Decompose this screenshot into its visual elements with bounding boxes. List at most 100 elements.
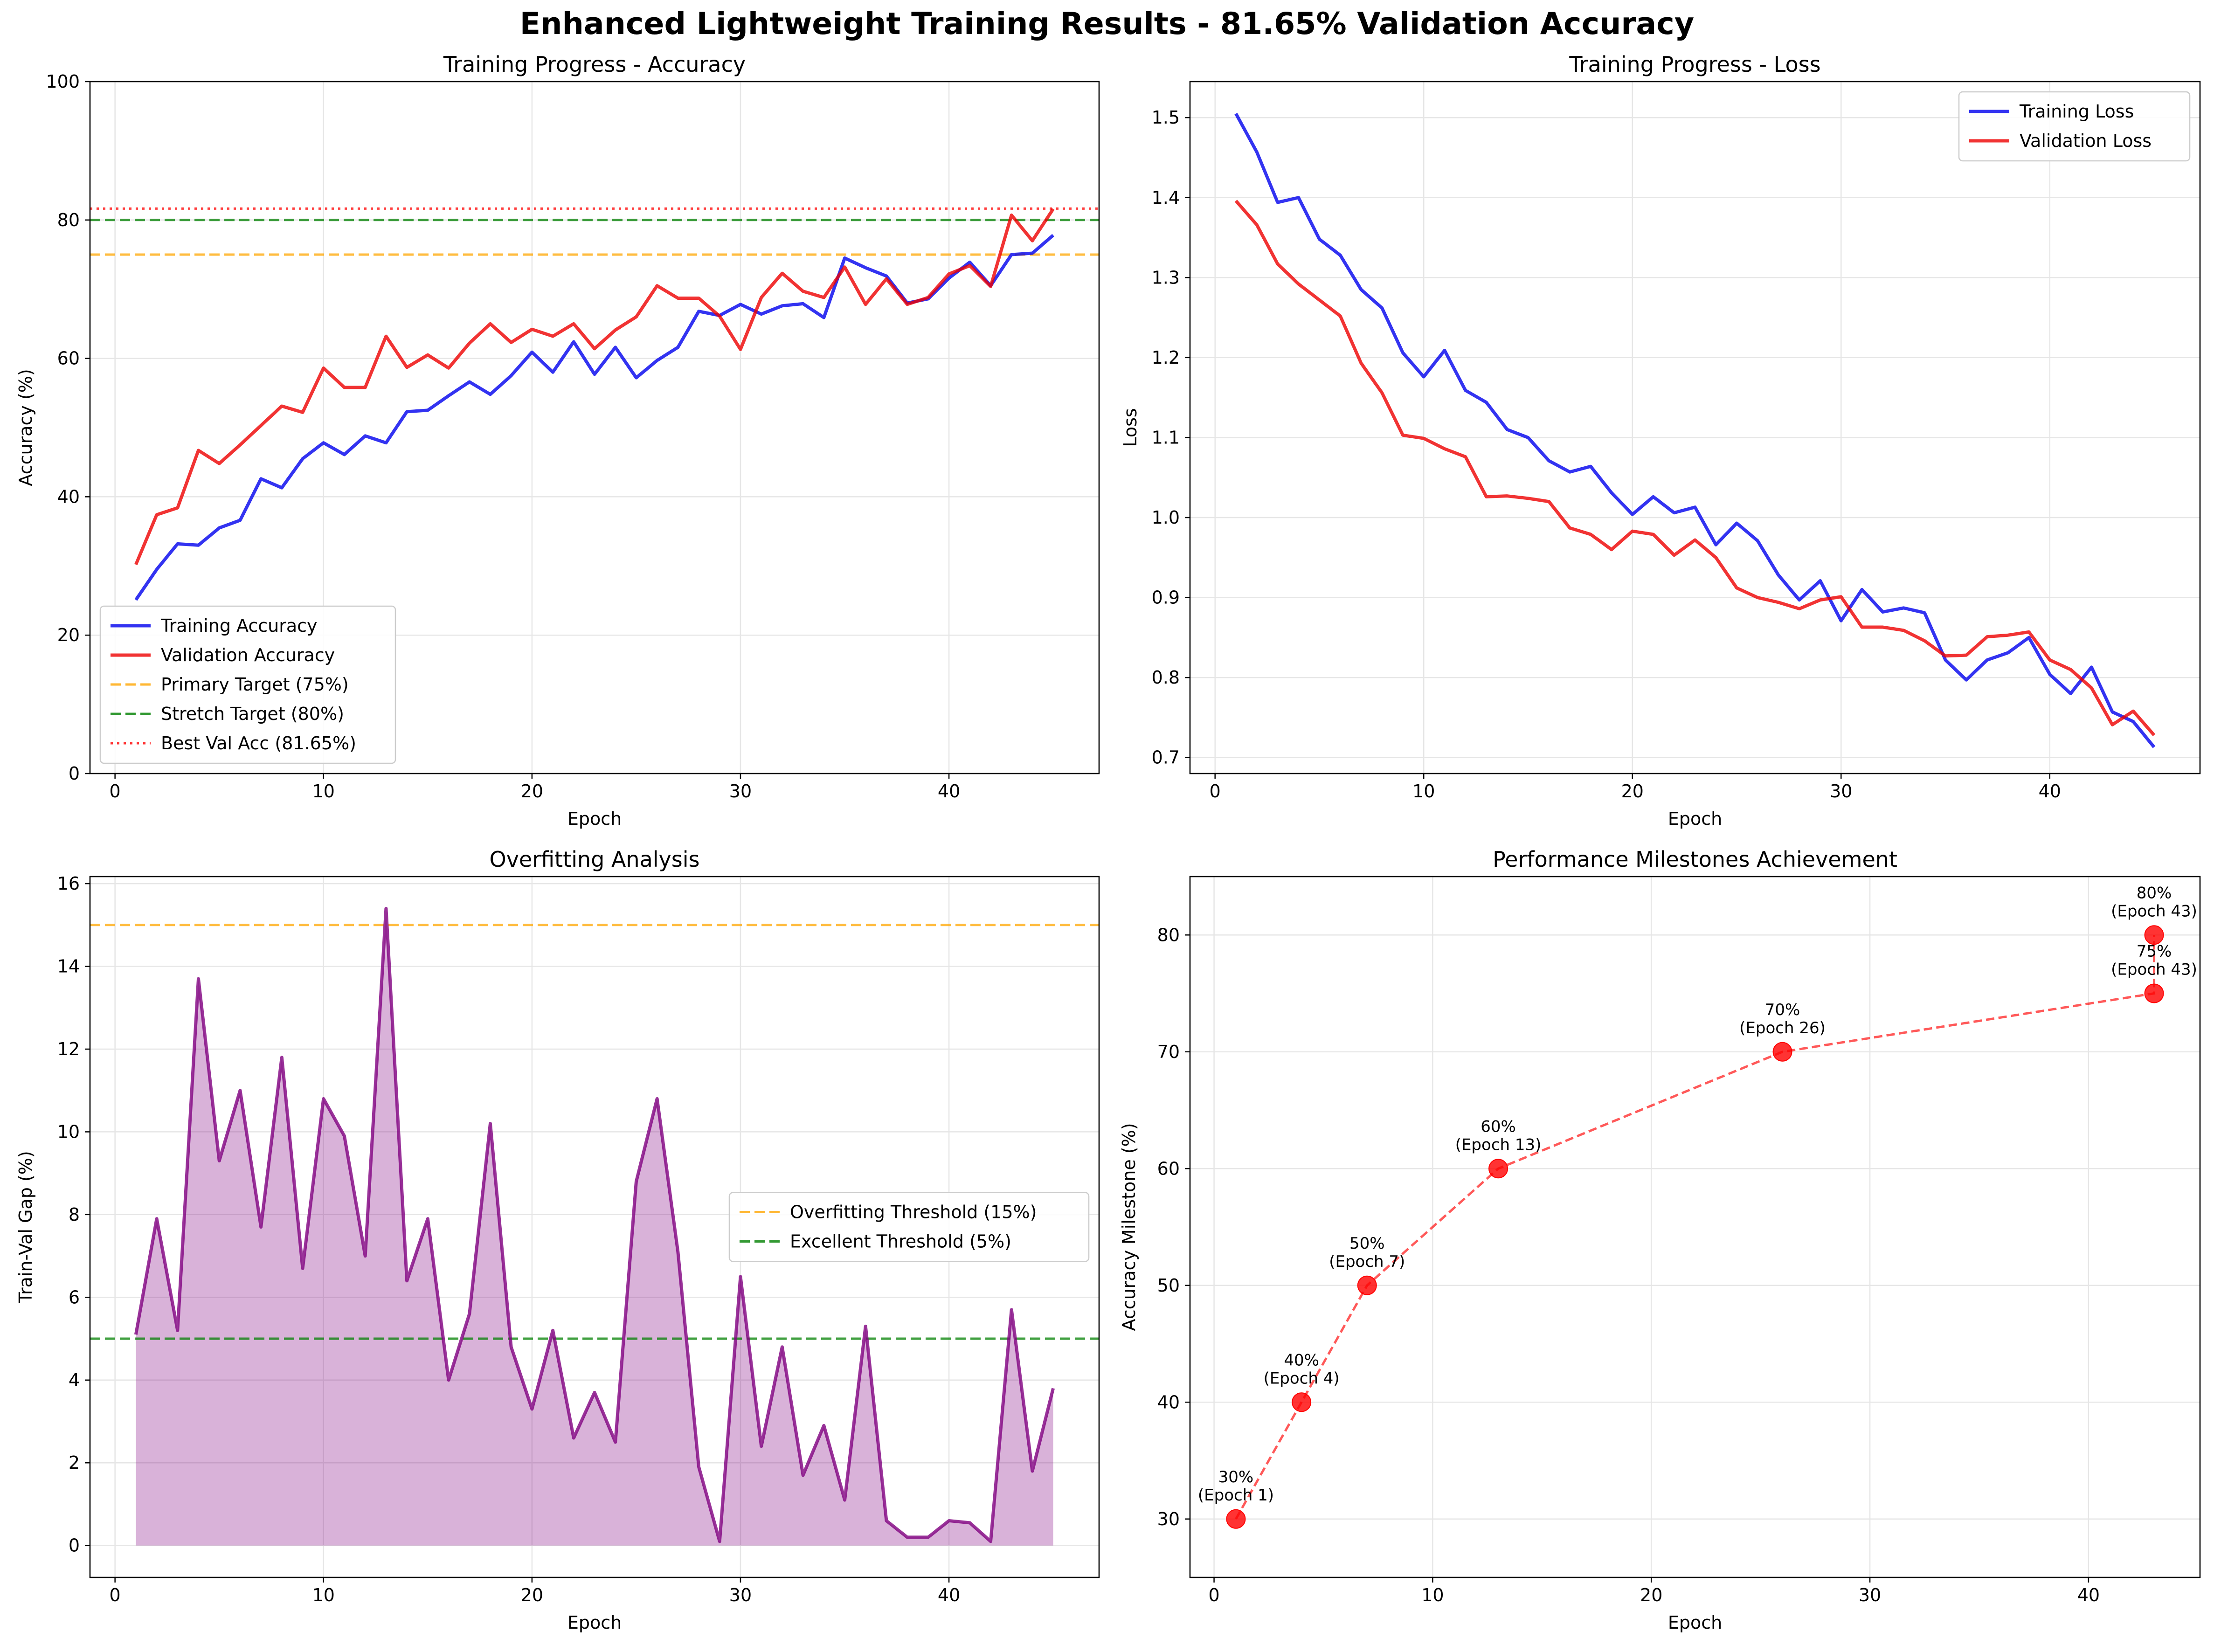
series-line-1 bbox=[134, 234, 1054, 601]
y-tick-label: 40 bbox=[1157, 1392, 1180, 1412]
x-tick-label: 0 bbox=[1208, 1585, 1219, 1605]
y-tick-label: 0.9 bbox=[1152, 588, 1180, 608]
x-tick-label: 10 bbox=[312, 781, 335, 802]
y-tick-label: 8 bbox=[69, 1204, 80, 1225]
y-tick-label: 0 bbox=[69, 763, 80, 784]
axes-frame bbox=[89, 81, 1100, 774]
milestone-label: 50% bbox=[1349, 1234, 1385, 1253]
x-axis-label: Epoch bbox=[567, 809, 622, 829]
milestone-label: 80% bbox=[2137, 884, 2172, 902]
x-tick-label: 40 bbox=[938, 1585, 960, 1605]
x-tick-label: 40 bbox=[2039, 781, 2061, 802]
y-tick-label: 10 bbox=[57, 1121, 80, 1142]
legend-label: Training Accuracy bbox=[160, 615, 318, 636]
chart-panel-4: 30%(Epoch 1)40%(Epoch 4)50%(Epoch 7)60%(… bbox=[1119, 847, 2201, 1633]
chart-title: Performance Milestones Achievement bbox=[1493, 847, 1897, 872]
y-tick-label: 1.2 bbox=[1152, 347, 1180, 368]
x-tick-label: 20 bbox=[521, 781, 543, 802]
plot-area bbox=[90, 207, 1099, 601]
x-tick-label: 20 bbox=[1621, 781, 1644, 802]
y-tick-label: 2 bbox=[69, 1452, 80, 1473]
milestone-label: 75% bbox=[2137, 942, 2172, 961]
milestone-sublabel: (Epoch 4) bbox=[1264, 1369, 1340, 1388]
chart-title: Training Progress - Accuracy bbox=[443, 52, 746, 77]
legend-label: Excellent Threshold (5%) bbox=[790, 1231, 1011, 1252]
chart-title: Training Progress - Loss bbox=[1569, 52, 1820, 77]
y-tick-label: 16 bbox=[57, 873, 80, 894]
y-axis-label: Train-Val Gap (%) bbox=[15, 1151, 36, 1303]
y-tick-label: 80 bbox=[1157, 925, 1180, 945]
y-tick-label: 20 bbox=[57, 625, 80, 645]
y-tick-label: 1.0 bbox=[1152, 507, 1180, 528]
milestone-point bbox=[2144, 925, 2164, 945]
y-tick-label: 0 bbox=[69, 1535, 80, 1556]
axes-frame bbox=[1189, 876, 2201, 1578]
area-fill-1 bbox=[136, 908, 1053, 1546]
y-tick-label: 100 bbox=[46, 71, 80, 92]
x-tick-label: 20 bbox=[1640, 1585, 1662, 1605]
milestone-point bbox=[1292, 1392, 1312, 1412]
legend-label: Primary Target (75%) bbox=[161, 674, 349, 695]
y-tick-label: 1.1 bbox=[1152, 427, 1180, 448]
y-tick-label: 60 bbox=[57, 348, 80, 369]
x-tick-label: 20 bbox=[521, 1585, 543, 1605]
x-tick-label: 30 bbox=[1859, 1585, 1881, 1605]
y-tick-label: 60 bbox=[1157, 1158, 1180, 1179]
milestone-sublabel: (Epoch 1) bbox=[1198, 1486, 1274, 1505]
milestone-sublabel: (Epoch 26) bbox=[1739, 1019, 1826, 1037]
milestone-point bbox=[1488, 1159, 1508, 1179]
legend-label: Best Val Acc (81.65%) bbox=[161, 733, 356, 753]
y-tick-label: 70 bbox=[1157, 1042, 1180, 1062]
x-axis-label: Epoch bbox=[1668, 1612, 1722, 1633]
x-tick-label: 30 bbox=[729, 781, 752, 802]
x-tick-label: 0 bbox=[110, 1585, 121, 1605]
x-axis-label: Epoch bbox=[567, 1612, 622, 1633]
x-tick-label: 40 bbox=[2077, 1585, 2100, 1605]
y-tick-label: 4 bbox=[69, 1370, 80, 1390]
y-tick-label: 6 bbox=[69, 1287, 80, 1307]
y-tick-label: 80 bbox=[57, 210, 80, 230]
y-axis-label: Accuracy (%) bbox=[15, 369, 36, 486]
chart-panel-2: 0 10 20 30 40 0.7 0.8 0.9 1.0 1.1 1.2 1.3 1.4 1.5 Trai… bbox=[1120, 52, 2201, 829]
y-tick-label: 1.4 bbox=[1152, 187, 1180, 208]
axes-frame bbox=[89, 876, 1100, 1578]
y-tick-label: 40 bbox=[57, 486, 80, 507]
legend: Training Accuracy Validation Accuracy Prim… bbox=[99, 605, 396, 764]
legend-label: Validation Accuracy bbox=[161, 645, 335, 665]
legend-box bbox=[99, 605, 396, 764]
chart-panel-3: 0 10 20 30 40 0 2 4 6 8 10 12 14 16 Overfitting Analys… bbox=[15, 847, 1100, 1633]
legend-label: Overfitting Threshold (15%) bbox=[790, 1202, 1037, 1223]
milestone-point bbox=[2144, 983, 2164, 1003]
legend-box bbox=[728, 1192, 1090, 1262]
legend-label: Validation Loss bbox=[2020, 131, 2152, 151]
milestone-point bbox=[1357, 1275, 1377, 1295]
series-line-2 bbox=[1234, 200, 2156, 736]
x-tick-label: 10 bbox=[1421, 1585, 1444, 1605]
chart-title: Overfitting Analysis bbox=[490, 847, 700, 872]
figure-title: Enhanced Lightweight Training Results - … bbox=[519, 7, 1695, 41]
y-tick-label: 0.7 bbox=[1152, 747, 1180, 768]
milestone-sublabel: (Epoch 13) bbox=[1455, 1135, 1542, 1154]
x-tick-label: 30 bbox=[1830, 781, 1852, 802]
y-axis-label: Loss bbox=[1120, 408, 1141, 447]
milestone-label: 30% bbox=[1218, 1468, 1254, 1486]
x-tick-label: 10 bbox=[1412, 781, 1435, 802]
legend-label: Stretch Target (80%) bbox=[161, 704, 344, 724]
axes-frame bbox=[1189, 81, 2201, 774]
legend-label: Training Loss bbox=[2019, 101, 2134, 122]
series-line-2 bbox=[134, 208, 1055, 566]
x-tick-label: 0 bbox=[1210, 781, 1221, 802]
y-axis-label: Accuracy Milestone (%) bbox=[1119, 1123, 1139, 1331]
y-tick-label: 1.3 bbox=[1152, 267, 1180, 288]
plot-area bbox=[1235, 935, 2156, 1520]
y-tick-label: 1.5 bbox=[1152, 107, 1180, 128]
y-tick-label: 50 bbox=[1157, 1275, 1180, 1296]
milestone-label: 60% bbox=[1481, 1117, 1516, 1136]
y-tick-label: 14 bbox=[57, 956, 80, 977]
milestone-label: 70% bbox=[1765, 1001, 1800, 1019]
x-tick-label: 10 bbox=[312, 1585, 335, 1605]
y-tick-label: 12 bbox=[57, 1039, 80, 1059]
x-axis-label: Epoch bbox=[1668, 809, 1722, 829]
x-tick-label: 30 bbox=[729, 1585, 752, 1605]
